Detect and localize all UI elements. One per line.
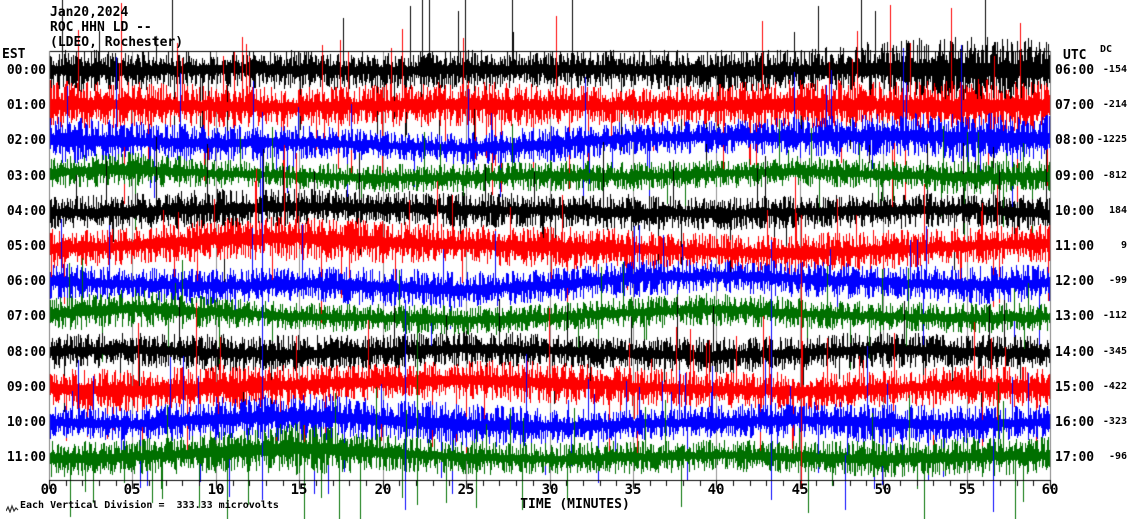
utc-hour-label: 17:00 [1055,450,1095,465]
x-tick-label: 30 [541,482,559,498]
x-tick-label: 05 [123,482,141,498]
right-timezone-label: UTC [1063,48,1087,63]
utc-hour-label: 09:00 [1055,169,1095,184]
x-tick-label: 40 [707,482,725,498]
est-hour-label: 11:00 [6,450,46,465]
header-station: ROC HHN LD -- [50,20,152,35]
est-hour-label: 04:00 [6,204,46,219]
x-tick-label: 60 [1041,482,1059,498]
x-axis-title: TIME (MINUTES) [520,497,630,512]
dc-value: 9 [1120,240,1127,251]
utc-hour-label: 07:00 [1055,98,1095,113]
utc-hour-label: 15:00 [1055,380,1095,395]
scale-note: Each Vertical Division = 333.33 microvol… [20,500,279,511]
dc-value: -1225 [1096,134,1127,145]
dc-value: -323 [1102,416,1127,427]
utc-hour-label: 06:00 [1055,63,1095,78]
est-hour-label: 09:00 [6,380,46,395]
utc-hour-label: 10:00 [1055,204,1095,219]
est-hour-label: 01:00 [6,98,46,113]
x-tick-label: 15 [290,482,308,498]
est-hour-label: 07:00 [6,309,46,324]
est-hour-label: 02:00 [6,133,46,148]
est-hour-label: 06:00 [6,274,46,289]
x-tick-label: 50 [874,482,892,498]
est-hour-label: 00:00 [6,63,46,78]
est-hour-label: 03:00 [6,169,46,184]
est-hour-label: 05:00 [6,239,46,254]
dc-value: -96 [1108,451,1127,462]
utc-hour-label: 16:00 [1055,415,1095,430]
utc-hour-label: 11:00 [1055,239,1095,254]
x-tick-label: 55 [958,482,976,498]
dc-value: -812 [1102,170,1127,181]
dc-value: -214 [1102,99,1127,110]
dc-value: -112 [1102,310,1127,321]
utc-hour-label: 14:00 [1055,345,1095,360]
dc-column-header: DC [1100,44,1113,55]
dc-value: -154 [1102,64,1127,75]
header-location: (LDEO, Rochester) [50,35,184,50]
x-tick-label: 25 [457,482,475,498]
est-hour-label: 08:00 [6,345,46,360]
x-tick-label: 20 [374,482,392,498]
dc-value: -345 [1102,346,1127,357]
dc-value: 184 [1108,205,1127,216]
dc-value: -99 [1108,275,1127,286]
x-tick-label: 45 [791,482,809,498]
dc-value: -422 [1102,381,1127,392]
x-tick-label: 35 [624,482,642,498]
utc-hour-label: 08:00 [1055,133,1095,148]
utc-hour-label: 12:00 [1055,274,1095,289]
utc-hour-label: 13:00 [1055,309,1095,324]
x-tick-label: 10 [207,482,225,498]
est-hour-label: 10:00 [6,415,46,430]
x-tick-label: 00 [40,482,58,498]
header-date: Jan20,2024 [50,5,129,20]
mini-waveform-icon [6,504,19,513]
left-timezone-label: EST [2,47,26,62]
